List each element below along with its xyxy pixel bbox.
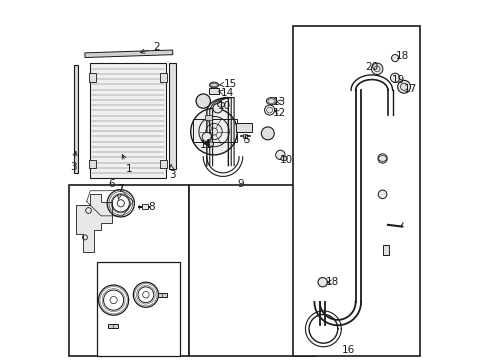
Ellipse shape — [217, 102, 224, 107]
Circle shape — [275, 150, 285, 159]
Bar — [90, 63, 165, 178]
Circle shape — [377, 154, 386, 163]
Bar — [383, 244, 388, 255]
Bar — [204, 116, 212, 120]
Circle shape — [196, 94, 210, 108]
Bar — [188, 185, 316, 356]
Text: 19: 19 — [390, 75, 404, 85]
Circle shape — [190, 108, 237, 155]
Circle shape — [391, 54, 398, 62]
Bar — [97, 262, 180, 356]
Circle shape — [378, 190, 386, 199]
Bar — [242, 134, 246, 138]
Text: 17: 17 — [403, 84, 416, 94]
Bar — [107, 324, 118, 328]
Text: 18: 18 — [395, 51, 408, 61]
Text: 18: 18 — [325, 277, 338, 287]
FancyArrow shape — [85, 50, 172, 58]
Circle shape — [371, 63, 382, 75]
Bar — [235, 123, 251, 132]
Text: 7: 7 — [117, 184, 124, 199]
Circle shape — [389, 73, 399, 82]
Circle shape — [261, 127, 274, 140]
Circle shape — [212, 104, 222, 113]
Text: 7: 7 — [117, 184, 124, 194]
Circle shape — [264, 105, 274, 115]
Text: 20: 20 — [365, 62, 378, 72]
Bar — [158, 293, 166, 297]
Text: 2: 2 — [140, 42, 160, 53]
Bar — [142, 204, 147, 210]
Text: 6: 6 — [108, 179, 115, 189]
Ellipse shape — [207, 142, 213, 146]
Bar — [69, 185, 188, 356]
Text: 8: 8 — [148, 202, 154, 212]
Circle shape — [202, 132, 211, 141]
Bar — [160, 159, 167, 168]
Ellipse shape — [209, 82, 218, 88]
Text: 1: 1 — [122, 155, 132, 174]
Circle shape — [397, 80, 410, 93]
Text: 3: 3 — [70, 152, 77, 172]
Bar — [88, 159, 96, 168]
Text: 12: 12 — [272, 108, 285, 118]
Polygon shape — [76, 194, 112, 252]
Bar — [169, 63, 175, 169]
Bar — [192, 119, 237, 142]
Text: 10: 10 — [279, 155, 292, 165]
Text: 16: 16 — [341, 345, 354, 355]
Text: 15: 15 — [218, 79, 237, 89]
Ellipse shape — [280, 156, 286, 161]
Text: 10: 10 — [218, 102, 231, 112]
Bar — [292, 26, 419, 356]
Text: 5: 5 — [243, 135, 249, 145]
Bar — [209, 88, 218, 94]
Ellipse shape — [266, 98, 276, 105]
Text: 14: 14 — [218, 88, 234, 98]
Text: 3: 3 — [168, 164, 175, 180]
Circle shape — [317, 278, 326, 287]
Text: 11: 11 — [199, 140, 212, 150]
Bar — [160, 73, 167, 82]
Text: 9: 9 — [237, 179, 244, 189]
Text: 13: 13 — [272, 97, 285, 107]
Bar — [88, 73, 96, 82]
Bar — [74, 65, 78, 173]
Text: 4: 4 — [203, 139, 210, 149]
